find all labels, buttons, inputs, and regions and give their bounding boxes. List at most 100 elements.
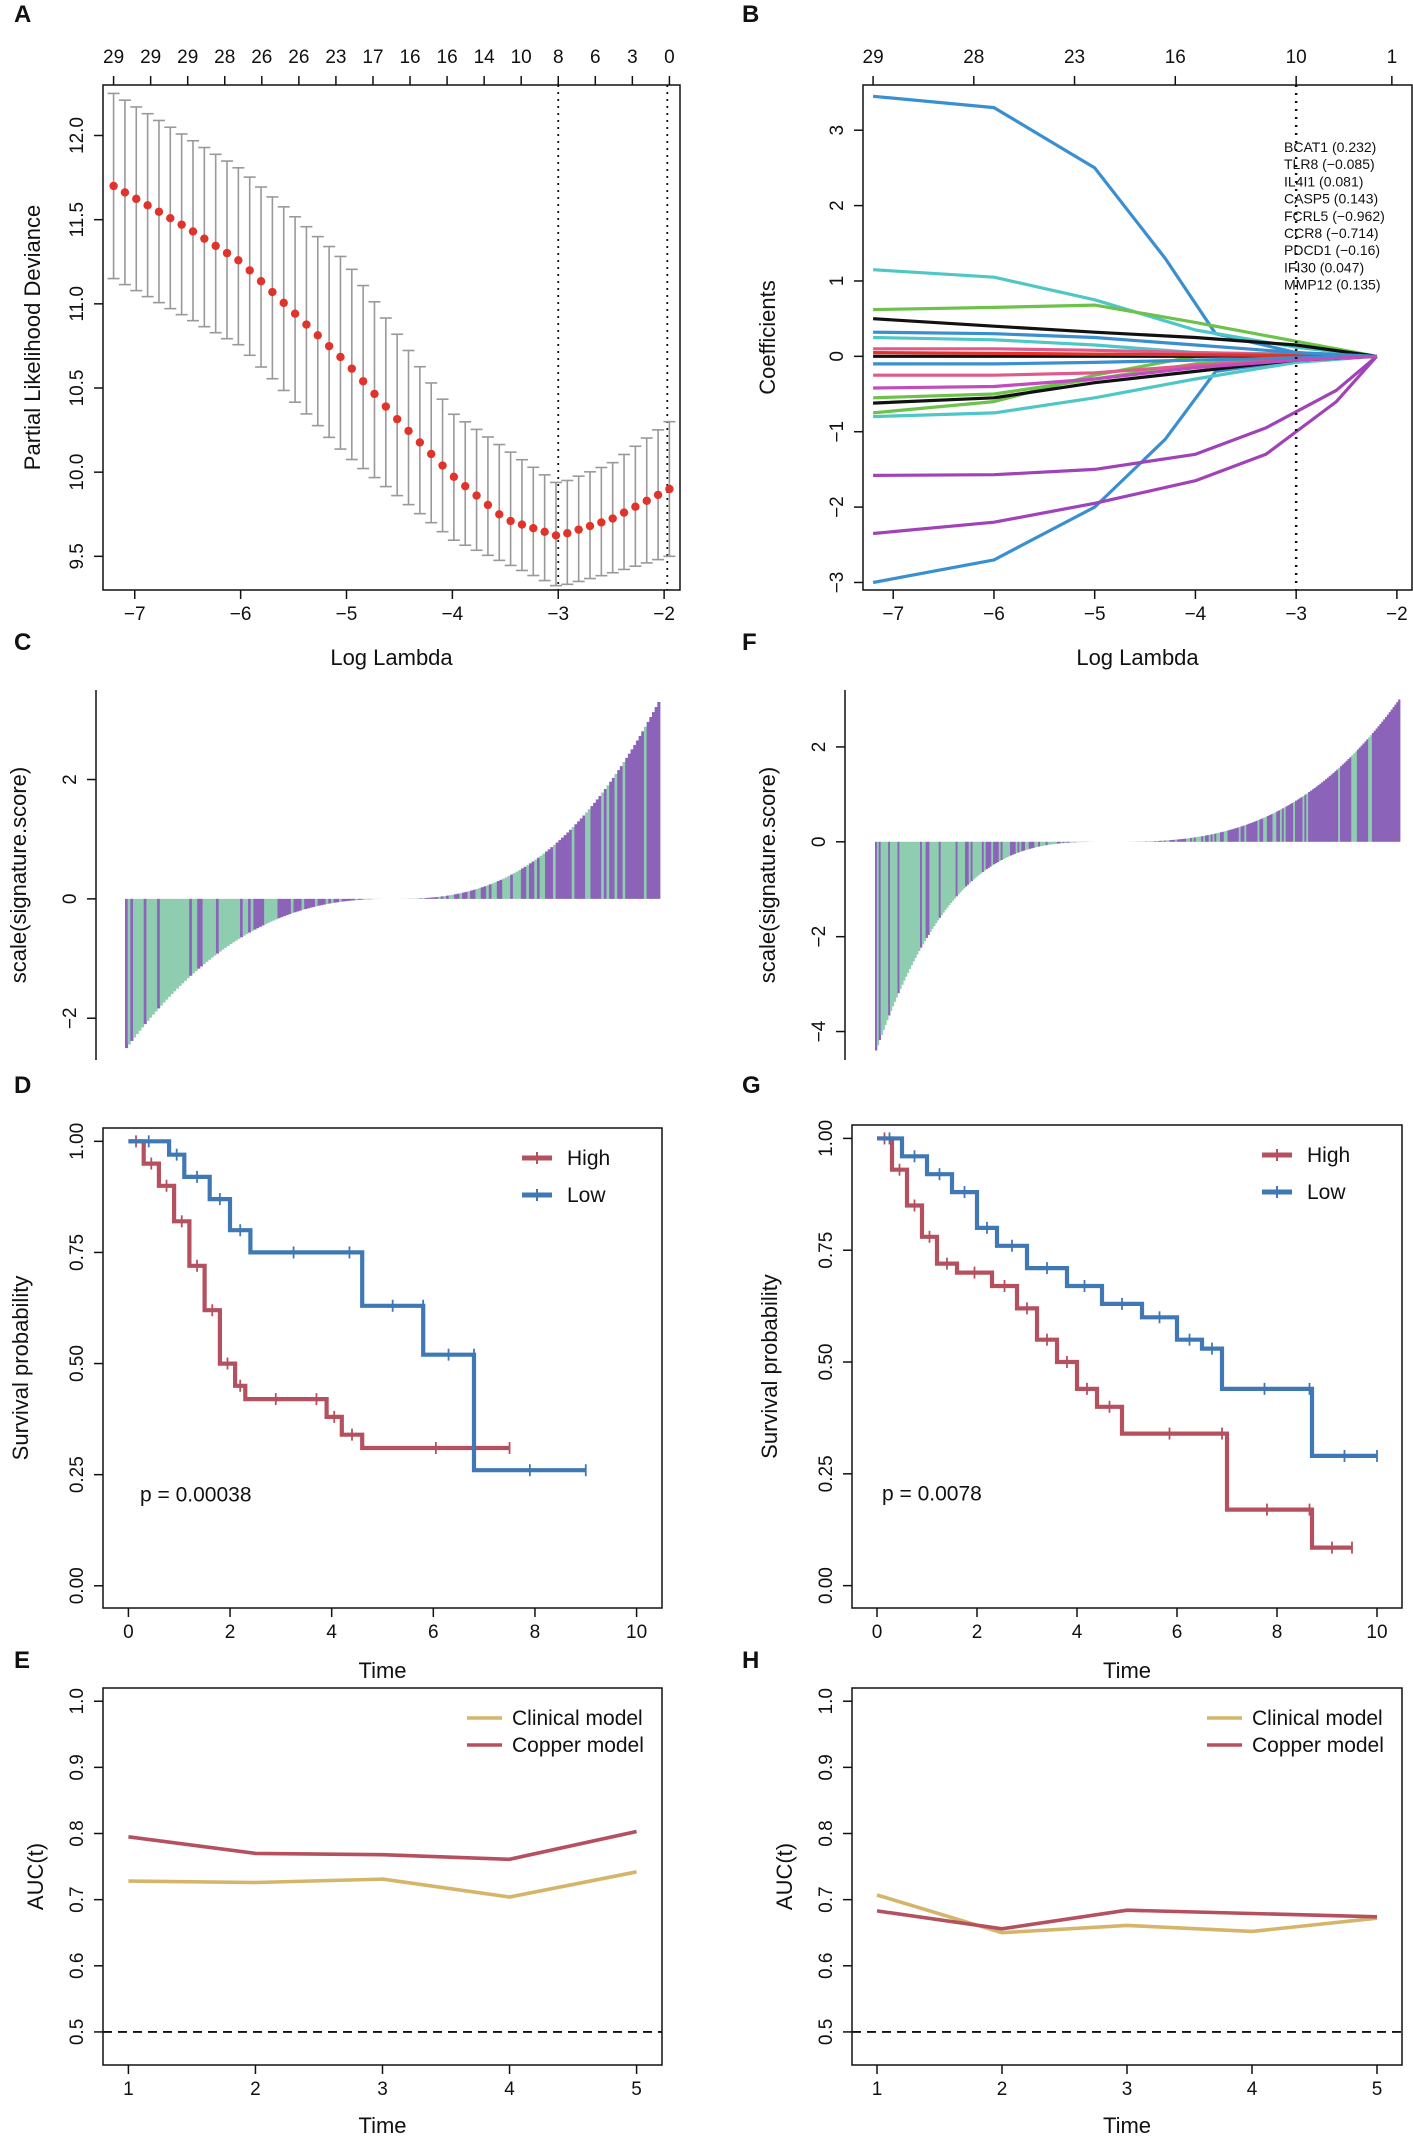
y-axis-title-f: scale(signature.score) [755,767,780,983]
deviance-point [370,389,379,399]
score-bar [627,753,631,899]
score-bar [277,898,281,919]
score-bar [328,898,332,904]
deviance-point [211,241,220,251]
score-bar [520,868,524,899]
score-bar [245,898,249,935]
score-bar [256,898,260,929]
score-bar [352,898,356,901]
score-bar [1371,732,1375,842]
score-bar [617,770,621,899]
y-axis-h-tick-label: 0.5 [816,2019,837,2045]
score-bar [1255,820,1258,842]
score-bar [1317,785,1320,842]
x-axis-e-tick-label: 5 [631,2079,642,2100]
panel-label-b: B [742,1,759,28]
score-bar [1047,841,1050,845]
score-bar [154,898,158,1012]
score-bar [1373,730,1377,842]
deviance-point [336,352,345,362]
score-bar [1257,820,1260,842]
score-bar [427,897,431,899]
panel-a: A −7 −6 −5 −4 −3 −2 9.5 10.0 10.5 11.0 11.5 12.0 Log … [14,1,681,670]
coefficient-path [873,303,1377,358]
score-bar [333,898,337,903]
score-bar [1383,719,1386,842]
score-bar [480,887,484,899]
deviance-point [166,214,175,223]
score-bar [1242,825,1245,842]
score-bar [1021,841,1024,852]
score-bar [135,898,139,1035]
score-bar [125,898,129,1049]
score-bar [965,841,968,887]
y-axis-title-e: AUC(t) [23,1843,48,1910]
score-bar [1231,829,1234,842]
score-bar [625,757,629,899]
deviance-point [256,277,266,286]
score-bar [1218,832,1221,842]
gene-annotation: CASP5 (0.143) [1284,191,1378,207]
score-bar [202,898,206,965]
score-bar [1068,841,1071,843]
score-bar [622,762,626,899]
score-bar [1315,786,1318,842]
coefficient-path [873,354,1377,419]
gene-annotation: CCR8 (−0.714) [1284,225,1379,241]
score-bar [432,897,436,899]
score-bar [1233,828,1236,842]
y-axis-e-tick-label: 0.7 [67,1886,88,1912]
x-axis-g-tick-label: 2 [972,1622,983,1643]
score-bar [1045,841,1048,846]
score-bar [178,898,182,986]
score-bar [1006,841,1009,858]
y-axis-g-tick-label: 0.00 [816,1567,837,1604]
score-bar [435,897,439,899]
score-bar [1291,803,1294,842]
score-bar [1370,735,1373,842]
score-bar [1227,830,1230,842]
score-bar [1066,841,1069,843]
score-bar [229,898,233,945]
score-bar [577,821,581,899]
deviance-point [427,449,436,459]
score-bar [603,788,607,899]
score-bar [274,898,278,920]
y-axis-title-d: Survival probability [8,1276,33,1461]
score-bar [601,792,605,899]
x-axis-a-tick-label: −3 [547,604,569,625]
score-bar [1163,840,1167,842]
score-bar [1221,831,1225,842]
score-bar [1025,841,1028,850]
score-bar [336,898,340,903]
panel-f: F −4 −2 0 2 scale(signature.score) [742,629,1401,1060]
score-bar [341,898,345,902]
y-axis-h-tick-label: 0.6 [816,1953,837,1979]
score-bar [571,827,575,899]
deviance-point [619,508,629,517]
y-axis-g-tick-label: 0.25 [816,1455,837,1492]
score-bar [981,841,985,872]
score-bar [454,894,458,899]
score-bar [258,898,262,927]
score-bar [1358,747,1362,842]
score-bar [895,841,898,998]
score-bar [534,859,538,899]
score-bar [542,853,546,899]
score-bar [250,898,254,932]
score-bar [614,774,618,899]
score-bar [355,898,359,901]
top-axis-b-label: 10 [1286,47,1307,68]
score-bar [957,841,960,895]
score-bar [1308,792,1311,842]
score-bar [282,898,286,917]
y-axis-title-c: scale(signature.score) [6,767,31,983]
score-bar [899,841,902,989]
score-bar [1270,814,1273,842]
y-axis-a-tick-label: 12.0 [67,117,88,154]
score-bar [451,894,455,899]
deviance-point [540,527,549,537]
x-axis-h-tick-label: 2 [997,2079,1008,2100]
score-bar [1351,755,1354,842]
score-bar [232,898,236,943]
